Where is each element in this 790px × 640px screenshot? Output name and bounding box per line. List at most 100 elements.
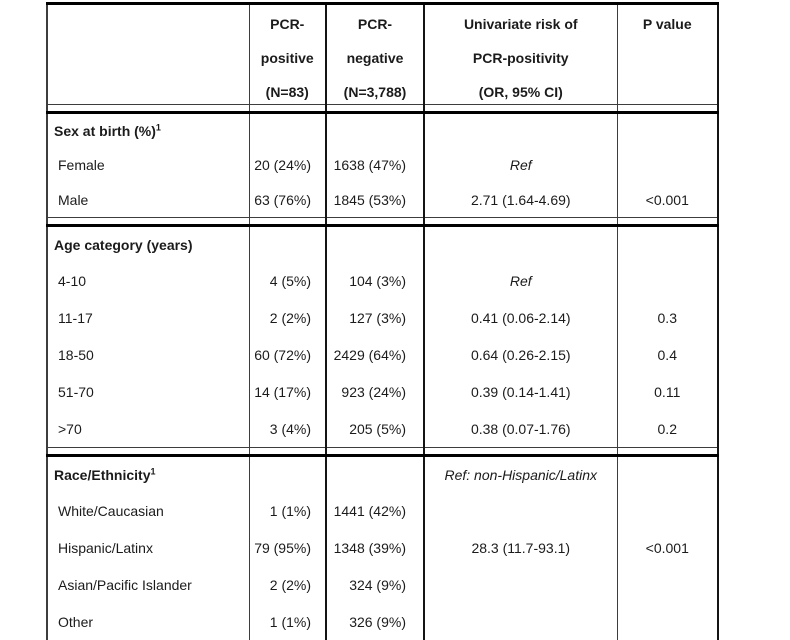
section-header-row: Sex at birth (%)1 [47, 112, 718, 148]
section-divider-row [47, 104, 718, 114]
row-label-cell: 18-50 [47, 336, 250, 374]
p-value-cell: <0.001 [645, 191, 689, 208]
header-line: PCR- [270, 16, 305, 32]
pcr-positive-cell: 4 (5%) [249, 262, 327, 300]
risk-cell: 28.3 (11.7-93.1) [424, 529, 618, 567]
section-title: Race/Ethnicity [54, 466, 151, 483]
pcr-negative-cell [326, 112, 425, 148]
pcr-positive-cell: 79 (95%) [249, 529, 327, 567]
p-value-cell [617, 604, 718, 640]
pcr-negative-cell: 1638 (47%) [326, 147, 425, 183]
risk-cell: 0.64 (0.26-2.15) [424, 336, 618, 374]
table-row: Male 63 (76%) 1845 (53%) 2.71 (1.64-4.69… [47, 182, 718, 218]
pcr-positive-cell: 1 (1%) [249, 603, 327, 640]
footnote-marker: 1 [155, 122, 161, 133]
pcr-negative-cell: 127 (3%) [326, 299, 425, 337]
header-line: (N=83) [265, 84, 309, 100]
header-line: positive [260, 50, 314, 66]
section-title: Sex at birth (%) [54, 122, 156, 139]
footnote-marker: 1 [150, 466, 156, 477]
p-value-cell: 0.11 [654, 384, 681, 400]
pcr-negative-cell: 326 (9%) [326, 603, 425, 640]
pcr-negative-cell: 2429 (64%) [326, 336, 425, 374]
pcr-negative-cell: 923 (24%) [326, 373, 425, 411]
p-value-cell [617, 113, 718, 148]
p-value-cell: 0.4 [657, 347, 677, 363]
header-line: negative [346, 50, 404, 66]
table-row: Female 20 (24%) 1638 (47%) Ref [47, 147, 718, 183]
risk-cell [424, 225, 618, 263]
pcr-negative-cell [326, 455, 425, 493]
table-header-row: PCR- positive (N=83) PCR- negative (N=3,… [47, 3, 718, 105]
table-row: Asian/Pacific Islander 2 (2%) 324 (9%) [47, 566, 718, 604]
table-row: White/Caucasian 1 (1%) 1441 (42%) [47, 492, 718, 530]
section-divider-row [47, 447, 718, 457]
p-value-cell [617, 493, 718, 530]
pcr-negative-cell: 205 (5%) [326, 410, 425, 448]
table-row: 51-70 14 (17%) 923 (24%) 0.39 (0.14-1.41… [47, 373, 718, 411]
column-header-pcr-positive: PCR- positive (N=83) [249, 3, 327, 105]
risk-cell: Ref [424, 262, 618, 300]
header-line: PCR-positivity [472, 50, 569, 66]
risk-cell [424, 603, 618, 640]
table-row: >70 3 (4%) 205 (5%) 0.38 (0.07-1.76) 0.2 [47, 410, 718, 448]
row-label-cell: Sex at birth (%)1 [47, 112, 250, 148]
pcr-positive-cell: 63 (76%) [249, 182, 327, 218]
p-value-cell [617, 263, 718, 300]
risk-cell [424, 112, 618, 148]
p-value-cell [617, 456, 718, 493]
row-label-cell: 51-70 [47, 373, 250, 411]
row-label-cell: 11-17 [47, 299, 250, 337]
column-header-p-value: P value [617, 3, 718, 105]
risk-cell: Ref: non-Hispanic/Latinx [424, 455, 618, 493]
p-value-cell [617, 567, 718, 604]
row-label-cell: Male [47, 182, 250, 218]
p-value-cell: 0.2 [657, 420, 677, 437]
table-row: Hispanic/Latinx 79 (95%) 1348 (39%) 28.3… [47, 529, 718, 567]
pcr-positive-cell: 20 (24%) [249, 147, 327, 183]
pcr-positive-cell [249, 455, 327, 493]
results-table: PCR- positive (N=83) PCR- negative (N=3,… [46, 2, 719, 640]
row-label-cell: Other [47, 603, 250, 640]
risk-cell: 2.71 (1.64-4.69) [424, 182, 618, 218]
table-row: 4-10 4 (5%) 104 (3%) Ref [47, 262, 718, 300]
pcr-negative-cell: 1348 (39%) [326, 529, 425, 567]
pcr-positive-cell [249, 225, 327, 263]
p-value-cell: 0.3 [657, 310, 677, 326]
pcr-positive-cell: 60 (72%) [249, 336, 327, 374]
pcr-negative-cell [326, 225, 425, 263]
row-label-cell: Hispanic/Latinx [47, 529, 250, 567]
pcr-negative-cell: 1441 (42%) [326, 492, 425, 530]
row-label-cell: Race/Ethnicity1 [47, 455, 250, 493]
section-title: Age category (years) [54, 236, 193, 253]
pcr-positive-cell [249, 112, 327, 148]
p-value-cell [617, 148, 718, 183]
pcr-positive-cell: 1 (1%) [249, 492, 327, 530]
row-label-cell: Age category (years) [47, 225, 250, 263]
row-label-cell: White/Caucasian [47, 492, 250, 530]
table-row: Other 1 (1%) 326 (9%) [47, 603, 718, 640]
risk-cell: 0.41 (0.06-2.14) [424, 299, 618, 337]
row-label-cell: 4-10 [47, 262, 250, 300]
header-line: P value [642, 16, 692, 32]
section-header-row: Age category (years) [47, 225, 718, 263]
pcr-negative-cell: 324 (9%) [326, 566, 425, 604]
header-line: (N=3,788) [343, 84, 407, 100]
column-header-pcr-negative: PCR- negative (N=3,788) [326, 3, 425, 105]
pcr-negative-cell: 104 (3%) [326, 262, 425, 300]
pcr-positive-cell: 14 (17%) [249, 373, 327, 411]
risk-cell: Ref [424, 147, 618, 183]
p-value-cell: <0.001 [645, 540, 689, 556]
header-line: (OR, 95% CI) [478, 84, 563, 100]
header-line: Univariate risk of [463, 16, 578, 32]
row-label-cell: Female [47, 147, 250, 183]
column-header-rowlabel [47, 3, 250, 105]
risk-cell: 0.38 (0.07-1.76) [424, 410, 618, 448]
risk-cell [424, 566, 618, 604]
risk-cell [424, 492, 618, 530]
risk-cell: 0.39 (0.14-1.41) [424, 373, 618, 411]
pcr-positive-cell: 3 (4%) [249, 410, 327, 448]
p-value-cell [617, 226, 718, 263]
section-divider-row [47, 217, 718, 227]
